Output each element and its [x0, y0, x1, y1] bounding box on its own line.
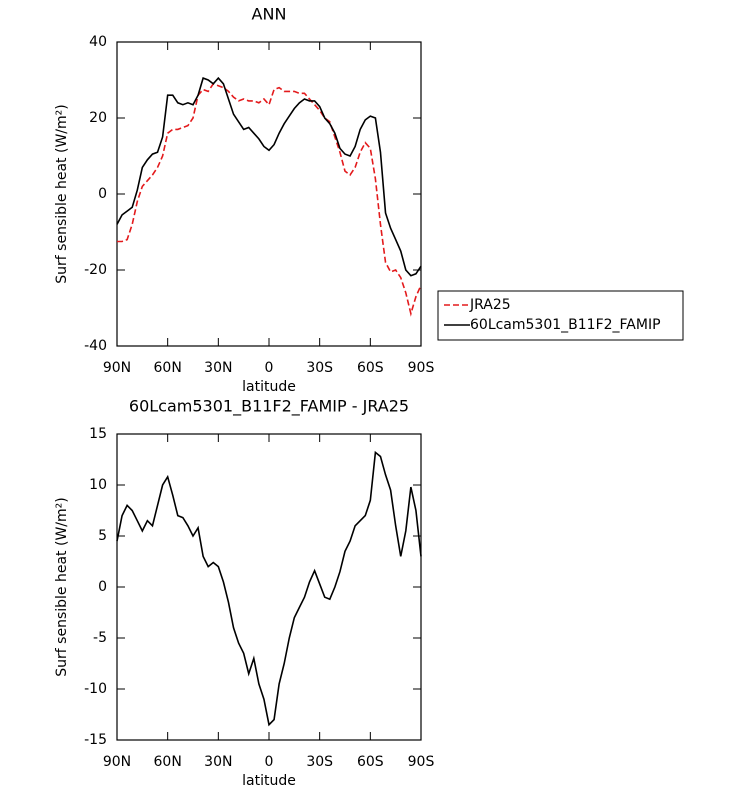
y-tick-label: -15	[84, 732, 107, 748]
data-line	[117, 82, 422, 317]
y-axis-label: Surf sensible heat (W/m²)	[54, 497, 70, 676]
x-tick-label: 60N	[154, 360, 182, 376]
x-tick-label: 0	[265, 360, 274, 376]
x-tick-label: 60S	[357, 360, 384, 376]
x-tick-label: 0	[265, 754, 274, 770]
y-tick-label: 40	[89, 34, 107, 50]
y-tick-label: 10	[89, 477, 107, 493]
x-axis-label: latitude	[242, 773, 296, 789]
legend-label: JRA25	[469, 297, 511, 313]
x-tick-label: 90N	[103, 754, 131, 770]
x-tick-label: 30S	[306, 754, 333, 770]
y-tick-label: -5	[93, 630, 107, 646]
x-tick-label: 30N	[204, 754, 232, 770]
y-tick-label: -20	[84, 262, 107, 278]
y-tick-label: 0	[98, 186, 107, 202]
x-tick-label: 90S	[408, 360, 435, 376]
y-tick-label: 5	[98, 528, 107, 544]
plot-frame	[116, 41, 422, 347]
y-tick-label: -10	[84, 681, 107, 697]
x-tick-label: 60N	[154, 754, 182, 770]
legend-label: 60Lcam5301_B11F2_FAMIP	[470, 317, 661, 333]
x-axis-label: latitude	[242, 379, 296, 395]
x-tick-label: 30N	[204, 360, 232, 376]
plot-frame	[116, 433, 422, 741]
chart-title: 60Lcam5301_B11F2_FAMIP - JRA25	[129, 397, 409, 417]
y-tick-label: 20	[89, 110, 107, 126]
y-tick-label: 0	[98, 579, 107, 595]
y-tick-label: 15	[89, 426, 107, 442]
y-axis-label: Surf sensible heat (W/m²)	[54, 104, 70, 283]
x-tick-label: 30S	[306, 360, 333, 376]
data-line	[116, 450, 422, 727]
x-tick-label: 90N	[103, 360, 131, 376]
legend-box	[437, 290, 684, 341]
y-tick-label: -40	[84, 338, 107, 354]
data-line	[116, 76, 422, 277]
x-tick-label: 90S	[408, 754, 435, 770]
chart-title: ANN	[252, 5, 287, 24]
x-tick-label: 60S	[357, 754, 384, 770]
